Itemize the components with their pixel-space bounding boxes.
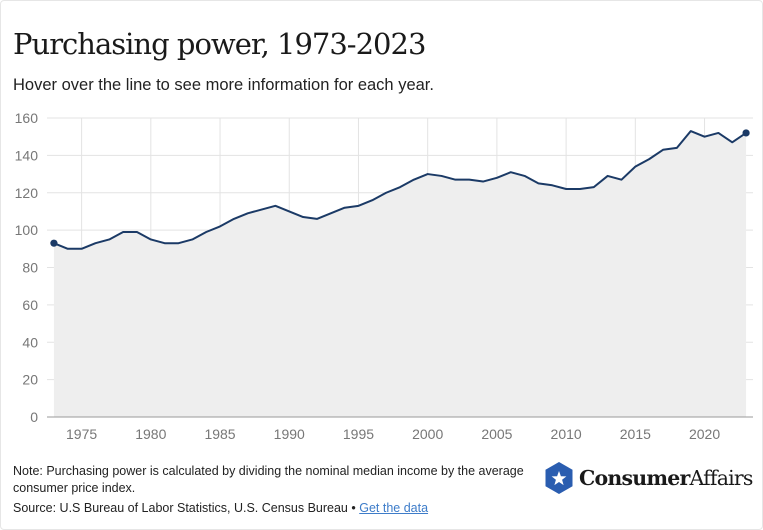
area-fill [53, 131, 747, 417]
chart-source: Source: U.S Bureau of Labor Statistics, … [13, 501, 428, 515]
x-tick-label: 1995 [343, 426, 374, 442]
consumeraffairs-logo[interactable]: ConsumerAffairs [544, 461, 753, 495]
endpoint-markers [50, 129, 750, 247]
y-tick-label: 80 [22, 260, 38, 276]
y-tick-labels: 0 20 40 60 80 100 120 140 160 [15, 110, 39, 425]
x-tick-label: 1990 [274, 426, 305, 442]
hexagon-star-icon [545, 462, 573, 494]
chart-subtitle: Hover over the line to see more informat… [13, 76, 434, 94]
get-data-link[interactable]: Get the data [359, 501, 429, 515]
x-tick-label: 2020 [689, 426, 720, 442]
logo-text-light: Affairs [689, 466, 753, 490]
chart-title: Purchasing power, 1973-2023 [13, 27, 426, 61]
y-tick-label: 140 [15, 147, 39, 163]
y-tick-label: 120 [15, 185, 39, 201]
y-tick-label: 100 [15, 222, 39, 238]
x-tick-label: 2000 [412, 426, 443, 442]
x-tick-label: 2015 [620, 426, 651, 442]
x-tick-labels: 1975 1980 1985 1990 1995 2000 2005 2010 2015 2020 [66, 426, 720, 442]
x-tick-label: 2010 [551, 426, 582, 442]
y-tick-label: 40 [22, 334, 38, 350]
x-tick-label: 2005 [481, 426, 512, 442]
logo-text-bold: Consumer [579, 466, 690, 490]
chart-note: Note: Purchasing power is calculated by … [13, 464, 524, 495]
y-tick-label: 20 [22, 372, 38, 388]
endpoint-marker[interactable] [50, 239, 58, 247]
y-tick-label: 0 [30, 409, 38, 425]
x-tick-label: 1985 [204, 426, 235, 442]
x-tick-label: 1975 [66, 426, 97, 442]
x-tick-label: 1980 [135, 426, 166, 442]
series-line[interactable] [53, 130, 747, 250]
y-tick-label: 60 [22, 297, 38, 313]
source-text: Source: U.S Bureau of Labor Statistics, … [13, 501, 356, 515]
endpoint-marker[interactable] [742, 129, 750, 137]
logo-wordmark: ConsumerAffairs [579, 466, 753, 490]
y-tick-label: 160 [15, 110, 39, 126]
